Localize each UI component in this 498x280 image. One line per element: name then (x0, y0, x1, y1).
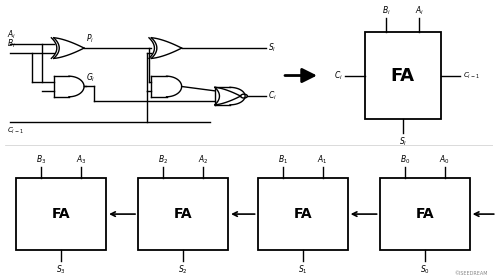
Text: $B_1$: $B_1$ (278, 153, 288, 166)
Text: $B_3$: $B_3$ (36, 153, 46, 166)
Text: $G_i$: $G_i$ (87, 71, 96, 84)
Text: $C_{i-1}$: $C_{i-1}$ (7, 126, 24, 136)
Text: ©ISEEDREAM: ©ISEEDREAM (455, 271, 488, 276)
Text: $C_{i-1}$: $C_{i-1}$ (463, 70, 480, 81)
Text: $B_i$: $B_i$ (7, 37, 16, 50)
Text: $C_i$: $C_i$ (267, 90, 276, 102)
FancyBboxPatch shape (379, 178, 470, 250)
Text: $B_0$: $B_0$ (400, 153, 410, 166)
FancyBboxPatch shape (365, 32, 441, 120)
Text: $A_3$: $A_3$ (76, 153, 86, 166)
FancyBboxPatch shape (257, 178, 348, 250)
Text: $S_i$: $S_i$ (398, 136, 407, 148)
Text: $A_i$: $A_i$ (415, 4, 424, 17)
Text: FA: FA (52, 207, 70, 221)
Text: $A_1$: $A_1$ (317, 153, 328, 166)
Text: $S_0$: $S_0$ (420, 263, 430, 276)
Text: $B_2$: $B_2$ (158, 153, 168, 166)
Text: FA: FA (391, 67, 415, 85)
Text: $P_i$: $P_i$ (87, 33, 95, 45)
Text: $C_i$: $C_i$ (334, 69, 343, 82)
Text: $B_i$: $B_i$ (382, 4, 390, 17)
Text: FA: FA (174, 207, 192, 221)
Text: FA: FA (415, 207, 434, 221)
FancyBboxPatch shape (16, 178, 106, 250)
Text: $S_3$: $S_3$ (56, 263, 66, 276)
Text: FA: FA (293, 207, 312, 221)
Text: $S_i$: $S_i$ (267, 42, 276, 54)
Text: $A_i$: $A_i$ (7, 28, 16, 41)
Text: $S_2$: $S_2$ (178, 263, 188, 276)
Text: $A_0$: $A_0$ (439, 153, 450, 166)
Text: $A_2$: $A_2$ (198, 153, 208, 166)
FancyBboxPatch shape (138, 178, 228, 250)
Text: $S_1$: $S_1$ (298, 263, 308, 276)
